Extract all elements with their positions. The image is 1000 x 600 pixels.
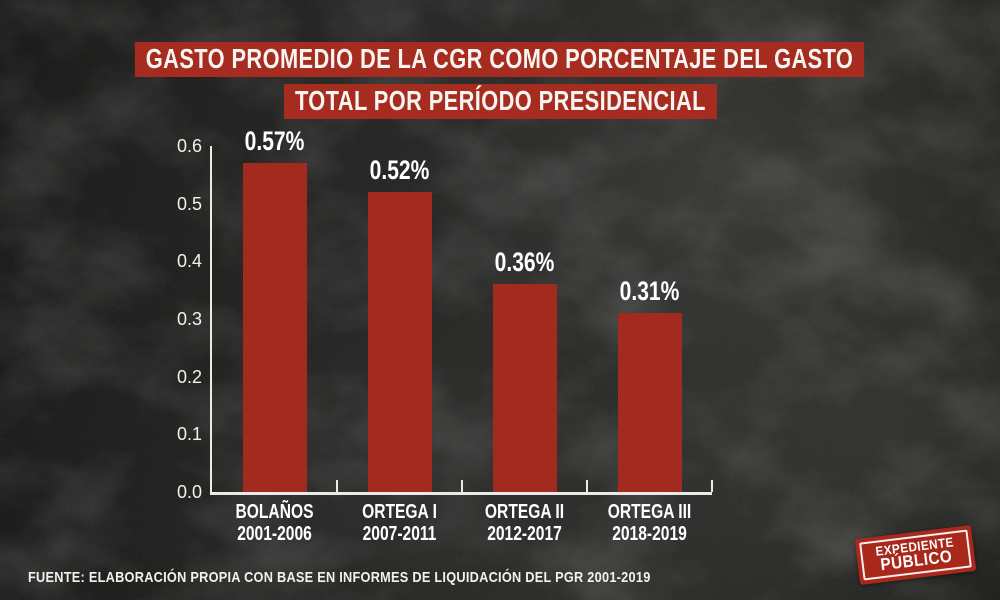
chart-title-line2: TOTAL POR PERÍODO PRESIDENCIAL (283, 84, 717, 120)
bar-value-label: 0.36% (494, 247, 555, 278)
bar (367, 192, 432, 492)
category-period: 2007-2011 (362, 523, 437, 545)
y-axis-tick-label: 0.0 (176, 482, 202, 502)
bar-group: 0.31% ORTEGA III 2018-2019 (587, 146, 713, 545)
bar (242, 163, 307, 492)
x-axis-label: ORTEGA II 2012-2017 (476, 501, 574, 545)
bar (617, 313, 682, 492)
y-axis-tick-label: 0.1 (176, 424, 202, 445)
bar-value-label: 0.52% (369, 155, 430, 186)
expediente-publico-logo: EXPEDIENTE PÚBLICO (854, 525, 977, 585)
chart-title: GASTO PROMEDIO DE LA CGR COMO PORCENTAJE… (0, 42, 1000, 120)
category-name: ORTEGA I (362, 501, 437, 523)
category-period: 2018-2019 (612, 523, 687, 545)
x-axis-label: ORTEGA I 2007-2011 (351, 501, 449, 545)
y-axis-tick-label: 0.3 (176, 309, 202, 329)
category-period: 2012-2017 (487, 523, 562, 545)
y-axis-tick-label: 0.4 (176, 251, 202, 272)
category-name: ORTEGA II (484, 501, 565, 523)
y-axis-tick-label: 0.5 (176, 193, 202, 214)
x-axis-label: ORTEGA III 2018-2019 (601, 501, 699, 545)
y-axis: 0.6 0.5 0.4 0.3 0.2 0.1 0.0 (158, 136, 202, 502)
category-name: ORTEGA III (607, 501, 692, 523)
x-axis-label: BOLAÑOS 2001-2006 (226, 501, 324, 545)
category-name: BOLAÑOS (235, 501, 314, 523)
chart-title-line1: GASTO PROMEDIO DE LA CGR COMO PORCENTAJE… (135, 42, 865, 78)
bar-value-label: 0.31% (619, 276, 680, 307)
x-axis-tick (711, 480, 713, 492)
bar (492, 284, 557, 492)
category-period: 2001-2006 (237, 523, 312, 545)
source-note: FUENTE: ELABORACIÓN PROPIA CON BASE EN I… (28, 569, 651, 586)
y-axis-tick-label: 0.2 (176, 366, 202, 387)
bar-group: 0.52% ORTEGA I 2007-2011 (337, 146, 463, 545)
bar-group: 0.36% ORTEGA II 2012-2017 (462, 146, 588, 545)
plot-area: 0.57% BOLAÑOS 2001-2006 0.52% ORTEGA I 2007-2… (210, 126, 713, 545)
y-axis-tick-label: 0.6 (176, 136, 202, 156)
bar-group: 0.57% BOLAÑOS 2001-2006 (212, 126, 338, 545)
logo-frame: EXPEDIENTE PÚBLICO (858, 529, 972, 581)
bar-value-label: 0.57% (244, 126, 305, 157)
